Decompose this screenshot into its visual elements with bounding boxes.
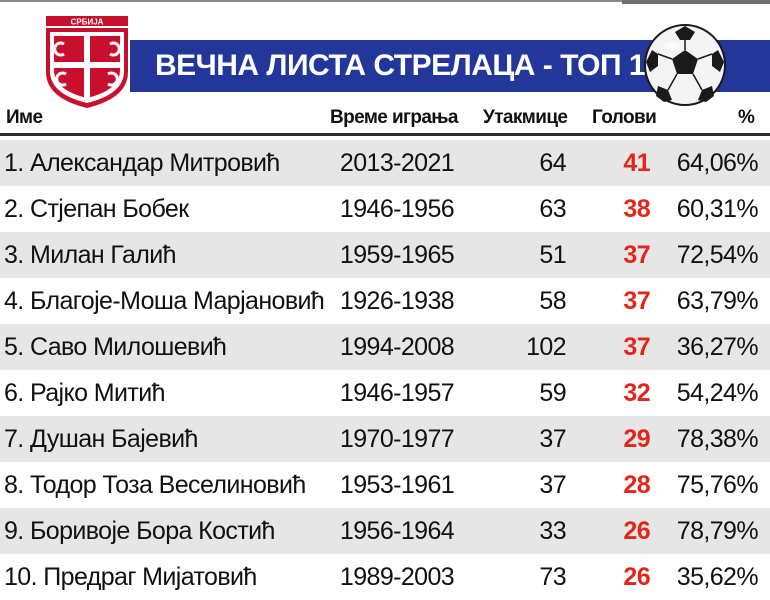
- table-row: 4. Благоје-Моша Марјановић 1926-1938 58 37 6…: [0, 278, 770, 324]
- row-name: 1. Александар Митровић: [4, 149, 280, 177]
- row-goals: 38: [623, 195, 650, 223]
- table-row: 1. Александар Митровић 2013-2021 64 41 64,06…: [0, 140, 770, 186]
- row-goals: 28: [623, 471, 650, 499]
- header-name: Име: [6, 107, 43, 128]
- row-years: 1956-1964: [339, 517, 455, 545]
- row-years: 1970-1977: [339, 425, 455, 453]
- row-matches: 51: [539, 241, 566, 269]
- row-goals: 37: [623, 287, 650, 315]
- header-years: Време играња: [330, 107, 459, 128]
- crest-lettering: СРБИЈА: [71, 18, 104, 27]
- table-row: 9. Боривоје Бора Костић 1956-1964 33 26 78,7…: [0, 508, 770, 554]
- table-row: 2. Стјепан Бобек 1946-1956 63 38 60,31%: [0, 186, 770, 232]
- row-percent: 54,24%: [676, 379, 759, 407]
- row-name: 8. Тодор Тоза Веселиновић: [4, 471, 306, 499]
- row-goals: 37: [623, 333, 650, 361]
- row-percent: 72,54%: [676, 241, 759, 269]
- table-row: 5. Саво Милошевић 1994-2008 102 37 36,27%: [0, 324, 770, 370]
- row-goals: 26: [623, 517, 650, 545]
- row-percent: 63,79%: [676, 287, 759, 315]
- row-years: 1926-1938: [339, 287, 455, 315]
- row-matches: 64: [539, 149, 566, 177]
- row-matches: 58: [539, 287, 566, 315]
- row-percent: 78,79%: [676, 517, 759, 545]
- row-goals: 29: [623, 425, 650, 453]
- row-years: 2013-2021: [339, 149, 455, 177]
- row-name: 10. Предраг Мијатовић: [4, 563, 257, 591]
- table-header: Име Време играња Утакмице Голови %: [0, 100, 770, 136]
- row-matches: 33: [539, 517, 566, 545]
- row-goals: 41: [623, 149, 650, 177]
- row-goals: 32: [623, 379, 650, 407]
- header-matches: Утакмице: [483, 107, 568, 128]
- football-icon: [644, 24, 726, 106]
- row-name: 2. Стјепан Бобек: [4, 195, 189, 223]
- row-percent: 60,31%: [676, 195, 759, 223]
- row-percent: 64,06%: [676, 149, 759, 177]
- row-matches: 37: [539, 471, 566, 499]
- row-years: 1946-1956: [339, 195, 455, 223]
- table-row: 8. Тодор Тоза Веселиновић 1953-1961 37 28 75…: [0, 462, 770, 508]
- row-goals: 26: [623, 563, 650, 591]
- row-years: 1953-1961: [339, 471, 455, 499]
- header-goals: Голови: [592, 107, 657, 128]
- row-matches: 37: [539, 425, 566, 453]
- row-years: 1946-1957: [339, 379, 455, 407]
- row-name: 4. Благоје-Моша Марјановић: [4, 287, 325, 315]
- table-row: 6. Рајко Митић 1946-1957 59 32 54,24%: [0, 370, 770, 416]
- top-rule-accent: [622, 0, 770, 4]
- table-row: 3. Милан Галић 1959-1965 51 37 72,54%: [0, 232, 770, 278]
- row-percent: 75,76%: [676, 471, 759, 499]
- row-name: 7. Душан Бајевић: [4, 425, 198, 453]
- top-rule: [0, 0, 770, 2]
- row-name: 5. Саво Милошевић: [4, 333, 227, 361]
- row-years: 1994-2008: [339, 333, 455, 361]
- row-name: 3. Милан Галић: [4, 241, 177, 269]
- row-years: 1959-1965: [339, 241, 455, 269]
- row-matches: 102: [526, 333, 567, 361]
- header-percent: %: [738, 107, 755, 128]
- table-title: ВЕЧНА ЛИСТА СТРЕЛАЦА - ТОП 10: [155, 49, 662, 82]
- row-years: 1989-2003: [339, 563, 455, 591]
- serbia-crest-icon: СРБИЈА: [46, 16, 128, 108]
- row-goals: 37: [623, 241, 650, 269]
- row-matches: 63: [539, 195, 566, 223]
- row-matches: 73: [539, 563, 566, 591]
- row-name: 6. Рајко Митић: [4, 379, 165, 407]
- row-percent: 78,38%: [676, 425, 759, 453]
- table-row: 7. Душан Бајевић 1970-1977 37 29 78,38%: [0, 416, 770, 462]
- row-name: 9. Боривоје Бора Костић: [4, 517, 275, 545]
- row-percent: 36,27%: [676, 333, 759, 361]
- row-percent: 35,62%: [676, 563, 759, 591]
- row-matches: 59: [539, 379, 566, 407]
- table-row: 10. Предраг Мијатовић 1989-2003 73 26 35,62%: [0, 554, 770, 600]
